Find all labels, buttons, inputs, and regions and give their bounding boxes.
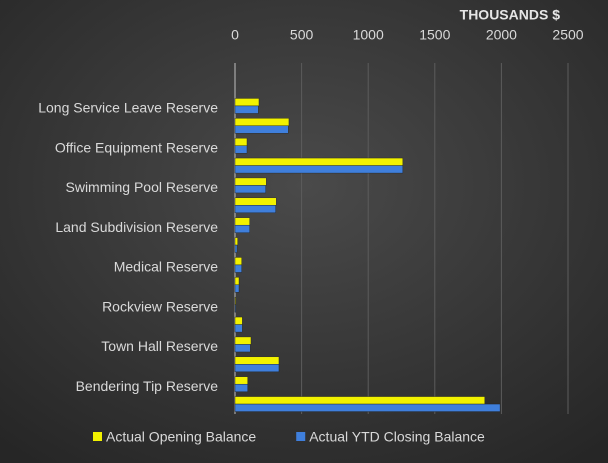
bar — [234, 376, 248, 385]
bar — [234, 185, 266, 194]
bar — [234, 197, 277, 206]
bar — [234, 177, 267, 186]
y-tick-label: Land Subdivision Reserve — [55, 219, 218, 235]
bar — [234, 364, 280, 373]
bar — [234, 118, 290, 127]
axis-label: THOUSANDS $ — [460, 7, 561, 23]
bar — [234, 244, 238, 253]
bar — [234, 344, 251, 353]
bar — [234, 336, 252, 345]
y-tick-label: Swimming Pool Reserve — [66, 179, 219, 195]
bar — [234, 205, 276, 214]
bar — [234, 237, 238, 246]
x-tick-label: 1500 — [419, 27, 450, 43]
bar — [234, 356, 280, 365]
bar — [234, 304, 236, 313]
legend-swatch — [93, 432, 102, 441]
y-tick-label: Bendering Tip Reserve — [76, 378, 219, 394]
bar — [234, 403, 501, 412]
bar — [234, 217, 250, 226]
bar — [234, 125, 289, 134]
bar — [234, 165, 404, 174]
bar — [234, 296, 236, 305]
bar — [234, 284, 240, 293]
y-tick-label: Office Equipment Reserve — [55, 139, 218, 155]
x-tick-label: 0 — [231, 27, 239, 43]
x-tick-label: 2000 — [486, 27, 517, 43]
y-tick-label: Long Service Leave Reserve — [38, 100, 218, 116]
bar — [234, 396, 485, 405]
bar — [234, 98, 260, 107]
bar — [234, 316, 243, 325]
x-tick-label: 1000 — [353, 27, 384, 43]
legend-label: Actual Opening Balance — [106, 429, 256, 445]
bar — [234, 224, 250, 233]
y-tick-label: Town Hall Reserve — [101, 338, 218, 354]
x-tick-label: 500 — [290, 27, 314, 43]
bar — [234, 105, 259, 114]
bar — [234, 383, 248, 392]
y-tick-label: Medical Reserve — [114, 259, 218, 275]
bar — [234, 137, 248, 146]
bar — [234, 277, 240, 286]
bar — [234, 157, 404, 166]
x-tick-label: 2500 — [552, 27, 583, 43]
legend-swatch — [296, 432, 306, 441]
bar — [234, 264, 242, 273]
legend-label: Actual YTD Closing Balance — [309, 429, 485, 445]
bar — [234, 257, 242, 266]
bar — [234, 324, 243, 333]
y-tick-label: Rockview Reserve — [102, 298, 218, 314]
bar — [234, 145, 248, 154]
